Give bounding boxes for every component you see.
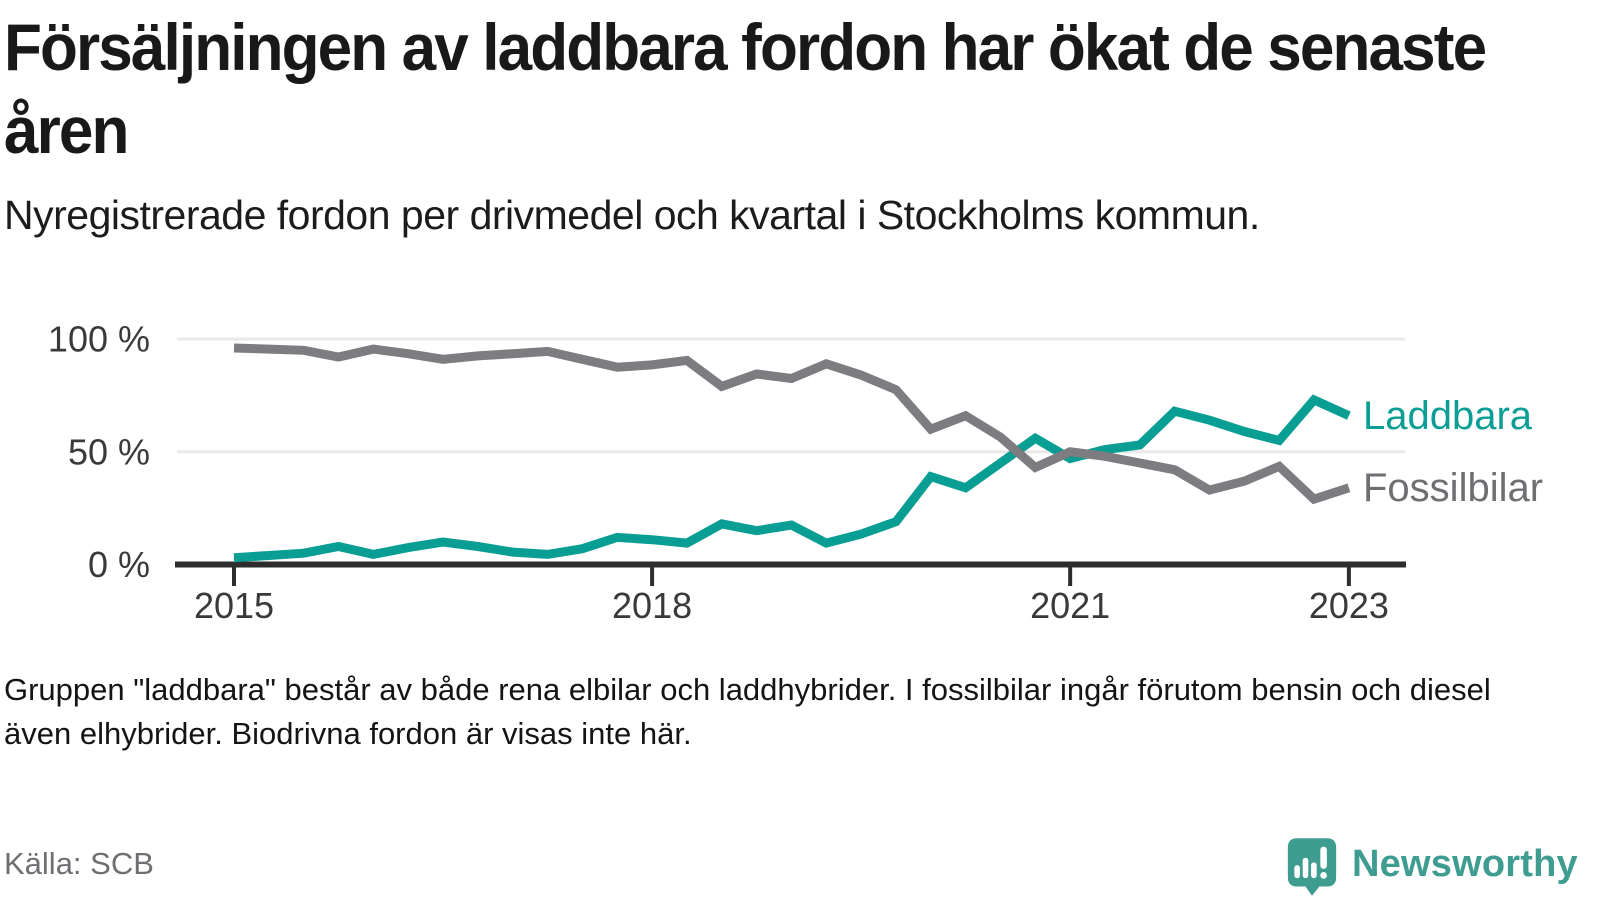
chart-subtitle: Nyregistrerade fordon per drivmedel och … (4, 192, 1260, 238)
bar-icon (1294, 865, 1300, 879)
y-axis-tick-label: 0 % (88, 544, 150, 585)
page-title: Försäljningen av laddbara fordon har öka… (4, 10, 1487, 168)
bar-icon (1302, 857, 1309, 879)
x-axis-tick-label: 2021 (1030, 585, 1110, 626)
chart-footnote: Gruppen "laddbara" består av både rena e… (4, 672, 1491, 752)
exclamation-dot-icon (1320, 872, 1327, 879)
series-label-fossilbilar: Fossilbilar (1363, 465, 1544, 510)
newsworthy-chart-bubble-icon (1287, 838, 1337, 896)
source-caption: Källa: SCB (4, 846, 154, 881)
x-axis-tick-label: 2015 (194, 585, 274, 626)
y-axis-tick-label: 50 % (68, 431, 150, 472)
x-axis-tick-label: 2018 (612, 585, 692, 626)
logo-wordmark: Newsworthy (1352, 843, 1578, 885)
series-line-fossilbilar (233, 343, 1351, 505)
newsworthy-logo: Newsworthy (1286, 836, 1578, 898)
exclamation-icon (1320, 846, 1327, 869)
bar-icon (1311, 862, 1317, 879)
y-axis-tick-label: 100 % (48, 319, 150, 360)
x-axis-tick-label: 2023 (1309, 585, 1389, 626)
series-line-laddbara (233, 394, 1351, 563)
series-label-laddbara: Laddbara (1363, 393, 1533, 438)
